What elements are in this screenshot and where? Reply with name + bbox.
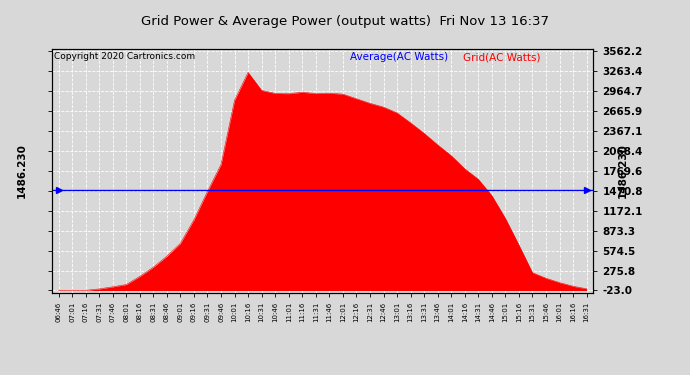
Text: Average(AC Watts): Average(AC Watts) — [350, 53, 448, 62]
Text: Grid Power & Average Power (output watts)  Fri Nov 13 16:37: Grid Power & Average Power (output watts… — [141, 15, 549, 28]
Text: Grid(AC Watts): Grid(AC Watts) — [464, 53, 541, 62]
Text: Copyright 2020 Cartronics.com: Copyright 2020 Cartronics.com — [55, 53, 195, 62]
Text: 1486.230: 1486.230 — [17, 143, 27, 198]
Text: 1486.230: 1486.230 — [618, 143, 628, 198]
